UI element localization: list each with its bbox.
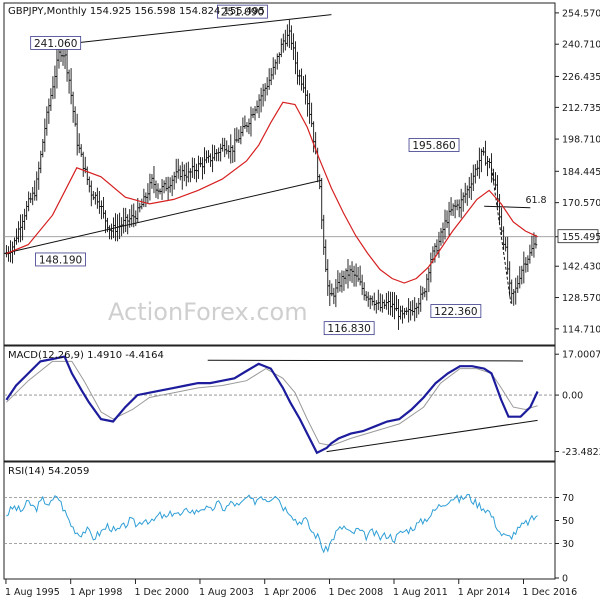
- rsi-tick-label: 50: [562, 516, 574, 527]
- price-tick-label: 128.570: [562, 293, 600, 304]
- price-tick-label: 198.710: [562, 135, 600, 146]
- price-tick-label: 155.495: [562, 232, 600, 243]
- macd-tick-label: 0.00: [562, 391, 583, 402]
- price-annotations: 241.060 251.090 148.190 116.830 195.860 122.3…: [30, 4, 482, 336]
- price-tick-label: 114.710: [562, 324, 600, 335]
- macd-tick-label: -23.4823: [562, 447, 600, 458]
- rsi-tick-label: 30: [562, 539, 574, 550]
- ohlc-bar: [534, 234, 538, 249]
- time-tick-label: 1 Dec 2008: [328, 587, 383, 598]
- macd-panel-title: MACD(12,26,9) 1.4910 -4.4164: [8, 350, 164, 361]
- price-panel-title: GBPJPY,Monthly 154.925 156.598 154.824 1…: [8, 6, 265, 17]
- low-122-label-box: [430, 304, 482, 318]
- price-tick-label: 184.445: [562, 167, 600, 178]
- time-tick-label: 1 Apr 2014: [458, 587, 511, 598]
- time-tick-label: 1 Apr 2006: [264, 587, 317, 598]
- macd-lines: [4, 355, 555, 455]
- time-tick-label: 1 Dec 2016: [523, 587, 578, 598]
- price-bars: [5, 19, 538, 330]
- fib-projection-dashed: [490, 167, 512, 304]
- high-251-label-box: [217, 4, 268, 19]
- time-tick-label: 1 Apr 1998: [70, 587, 123, 598]
- rsi-panel: [3, 461, 556, 580]
- high-241-label: 241.060: [34, 38, 77, 50]
- price-tick-label: 226.435: [562, 72, 600, 83]
- time-tick-label: 1 Aug 2011: [393, 587, 448, 598]
- macd-support-line: [326, 419, 538, 453]
- low-148-label-box: [35, 252, 86, 267]
- time-axis: 1 Aug 1995 1 Apr 1998 1 Dec 2000 1 Aug 2003…: [5, 579, 577, 598]
- watermark: ActionForex.com: [108, 298, 308, 326]
- price-tick-label: 212.735: [562, 103, 600, 114]
- high-195-label: 195.860: [412, 140, 455, 152]
- time-tick-label: 1 Aug 1995: [5, 587, 60, 598]
- high-195-label-box: [408, 138, 460, 152]
- support-trendline: [3, 179, 322, 254]
- price-drawings: 61.8: [3, 14, 547, 304]
- fib-label: 61.8: [525, 195, 546, 206]
- moving-average-line: [6, 101, 538, 284]
- macd-panel: [3, 345, 556, 462]
- current-price-box: [557, 229, 599, 244]
- price-tick-label: 170.570: [562, 198, 600, 209]
- fib-level-line: [484, 205, 531, 209]
- low-148-label: 148.190: [39, 254, 82, 266]
- rsi-tick-label: 70: [562, 493, 574, 504]
- macd-signal-line: [6, 360, 538, 447]
- macd-line: [5, 355, 539, 455]
- macd-tick-label: 17.0007: [562, 350, 600, 361]
- price-tick-label: 142.430: [562, 262, 600, 273]
- macd-axis: 17.0007 0.00 -23.4823: [555, 350, 600, 458]
- price-moving-average: [6, 101, 538, 284]
- low-122-label: 122.360: [434, 306, 477, 318]
- macd-resistance-line: [207, 359, 524, 362]
- rsi-line: [6, 493, 538, 554]
- low-116-label: 116.830: [327, 323, 370, 335]
- price-axis: 254.570 240.710 226.435 212.735 198.710 184.4…: [555, 8, 600, 335]
- high-251-label: 251.090: [221, 7, 264, 19]
- low-116-label-box: [323, 321, 375, 336]
- resistance-trendline: [71, 14, 332, 44]
- time-tick-label: 1 Aug 2003: [199, 587, 254, 598]
- price-tick-label: 240.710: [562, 40, 600, 51]
- rsi-panel-title: RSI(14) 54.2059: [8, 466, 89, 477]
- price-tick-label: 254.570: [562, 8, 600, 19]
- high-241-label-box: [30, 35, 82, 50]
- time-tick-label: 1 Dec 2000: [134, 587, 189, 598]
- rsi-axis: 70 50 30 0: [555, 493, 574, 585]
- rsi-tick-label: 0: [562, 574, 568, 585]
- rsi-lines: [4, 493, 555, 554]
